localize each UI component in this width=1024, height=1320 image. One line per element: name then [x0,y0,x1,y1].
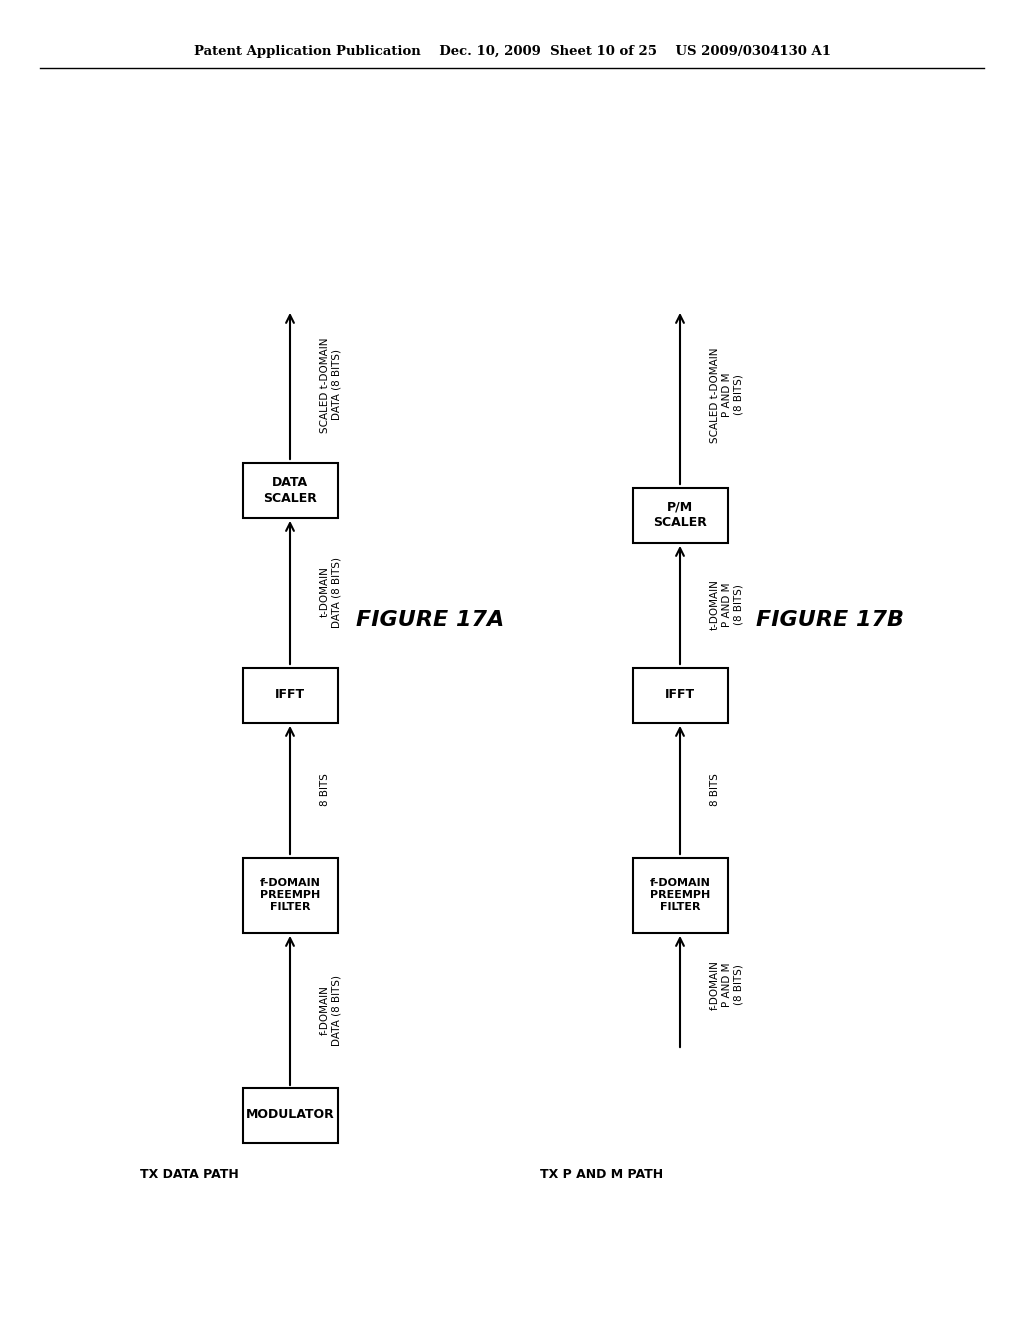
Text: SCALED t-DOMAIN
DATA (8 BITS): SCALED t-DOMAIN DATA (8 BITS) [319,337,342,433]
Text: f-DOMAIN
PREEMPH
FILTER: f-DOMAIN PREEMPH FILTER [649,878,711,912]
Text: 8 BITS: 8 BITS [319,774,330,807]
Text: TX P AND M PATH: TX P AND M PATH [540,1168,664,1181]
Text: SCALED t-DOMAIN
P AND M
(8 BITS): SCALED t-DOMAIN P AND M (8 BITS) [710,347,743,442]
Text: MODULATOR: MODULATOR [246,1109,335,1122]
Text: P/M
SCALER: P/M SCALER [653,500,707,529]
Text: Patent Application Publication    Dec. 10, 2009  Sheet 10 of 25    US 2009/03041: Patent Application Publication Dec. 10, … [194,45,830,58]
Bar [243,462,338,517]
Bar [633,668,727,722]
Text: IFFT: IFFT [665,689,695,701]
Text: 8 BITS: 8 BITS [710,774,720,807]
Bar [243,858,338,932]
Bar [243,1088,338,1143]
Text: t-DOMAIN
P AND M
(8 BITS): t-DOMAIN P AND M (8 BITS) [710,579,743,631]
Text: TX DATA PATH: TX DATA PATH [140,1168,239,1181]
Text: IFFT: IFFT [274,689,305,701]
Text: f-DOMAIN
P AND M
(8 BITS): f-DOMAIN P AND M (8 BITS) [710,960,743,1010]
Bar [633,858,727,932]
Text: f-DOMAIN
DATA (8 BITS): f-DOMAIN DATA (8 BITS) [319,974,342,1045]
Bar [633,487,727,543]
Text: FIGURE 17A: FIGURE 17A [356,610,504,630]
Text: DATA
SCALER: DATA SCALER [263,475,317,504]
Text: f-DOMAIN
PREEMPH
FILTER: f-DOMAIN PREEMPH FILTER [259,878,321,912]
Bar [243,668,338,722]
Text: t-DOMAIN
DATA (8 BITS): t-DOMAIN DATA (8 BITS) [319,557,342,627]
Text: FIGURE 17B: FIGURE 17B [756,610,904,630]
